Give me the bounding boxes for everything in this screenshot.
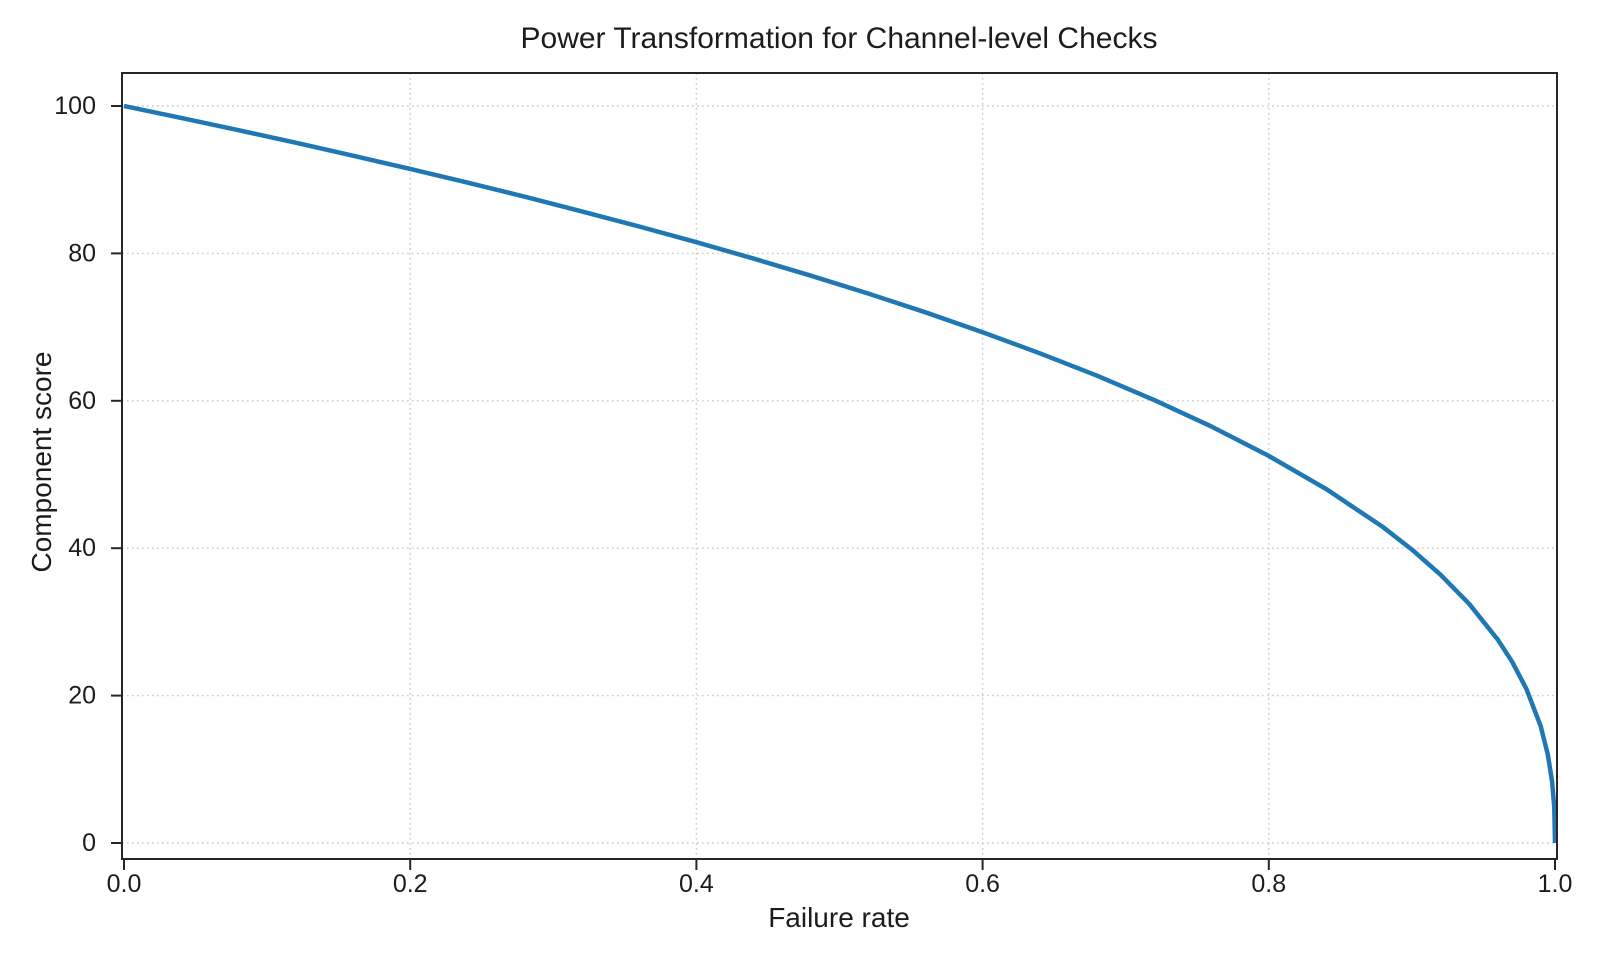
- axis-ticks: [111, 105, 1556, 870]
- x-tick-label: 0.2: [393, 870, 428, 898]
- x-tick-label: 0.6: [965, 870, 1000, 898]
- axis-tick-labels: 0 20 40 60 80 100 0.0 0.2 0.4 0.6 0.8 1.0: [54, 92, 1572, 898]
- x-tick-label: 0.4: [679, 870, 714, 898]
- x-tick-label: 1.0: [1538, 870, 1573, 898]
- y-tick-label: 0: [82, 829, 96, 857]
- y-axis-label: Component score: [26, 351, 57, 572]
- y-tick-label: 40: [68, 534, 96, 562]
- power-curve-line: [123, 103, 1558, 844]
- gridlines: [122, 73, 1557, 859]
- y-tick-label: 20: [68, 682, 96, 710]
- x-tick-label: 0.0: [107, 870, 142, 898]
- y-tick-label: 100: [54, 92, 96, 120]
- plot-border: [121, 72, 1558, 860]
- y-tick-label: 80: [68, 239, 96, 267]
- chart-title: Power Transformation for Channel-level C…: [521, 22, 1158, 55]
- x-tick-label: 0.8: [1251, 870, 1286, 898]
- y-tick-label: 60: [68, 387, 96, 415]
- x-axis-label: Failure rate: [768, 902, 910, 933]
